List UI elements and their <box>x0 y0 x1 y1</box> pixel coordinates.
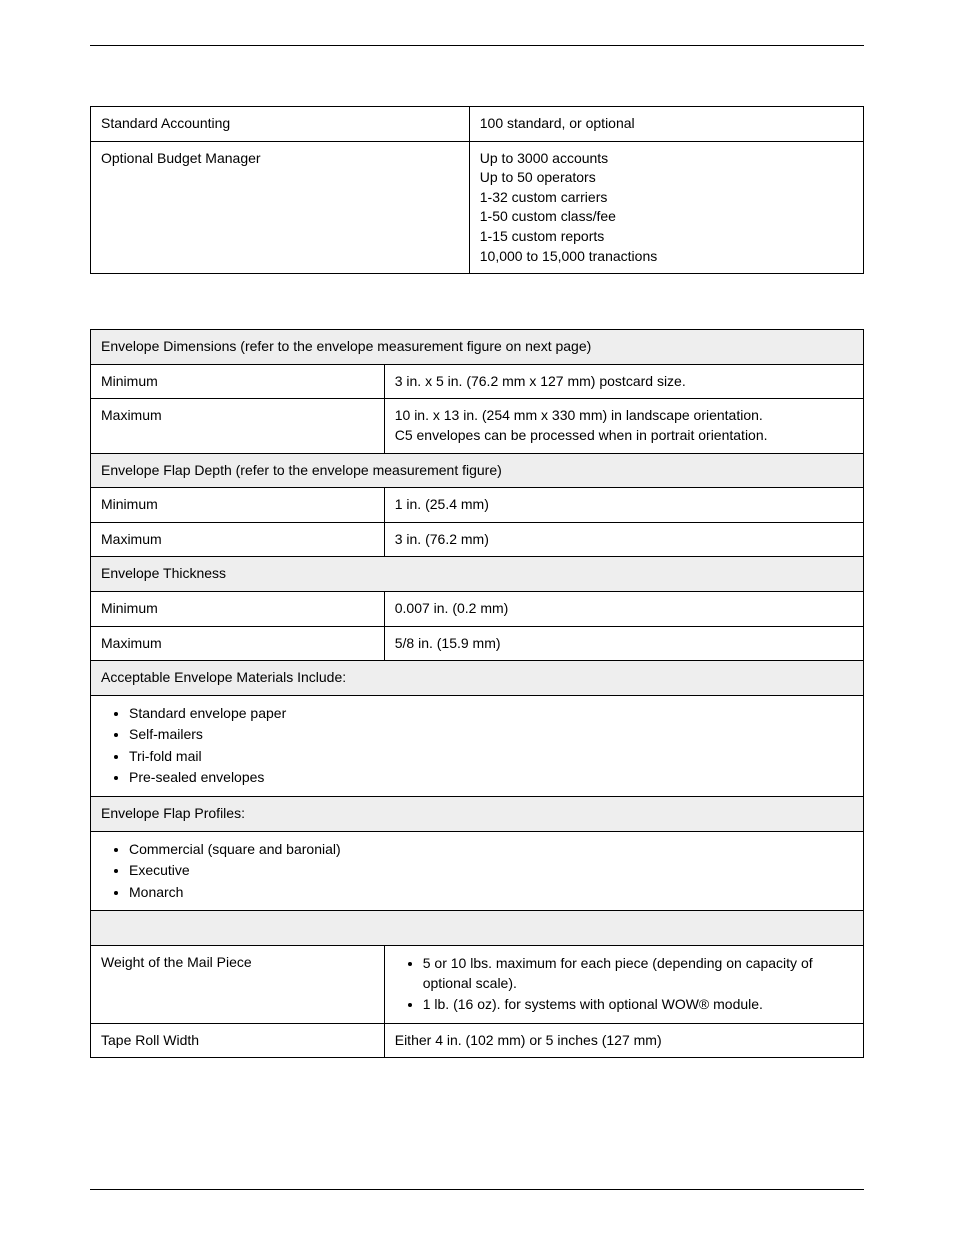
tape-label: Tape Roll Width <box>91 1023 385 1058</box>
budget-line: 1-50 custom class/fee <box>480 207 853 227</box>
empty-header <box>91 911 864 946</box>
bottom-rule <box>90 1189 864 1190</box>
table-row: Standard Accounting 100 standard, or opt… <box>91 107 864 142</box>
materials-item: Standard envelope paper <box>129 703 853 725</box>
profiles-header: Envelope Flap Profiles: <box>91 797 864 832</box>
envelope-dimensions-header: Envelope Dimensions (refer to the envelo… <box>91 330 864 365</box>
thickness-max-value: 5/8 in. (15.9 mm) <box>384 626 863 661</box>
profiles-item: Executive <box>129 860 853 882</box>
thickness-header: Envelope Thickness <box>91 557 864 592</box>
env-dim-max-line2: C5 envelopes can be processed when in po… <box>395 426 853 446</box>
section-header-row <box>91 911 864 946</box>
thickness-max-label: Maximum <box>91 626 385 661</box>
budget-line: 10,000 to 15,000 tranactions <box>480 247 853 267</box>
budget-manager-label: Optional Budget Manager <box>91 141 470 274</box>
top-rule <box>90 45 864 46</box>
budget-line: 1-32 custom carriers <box>480 188 853 208</box>
table-row: Optional Budget Manager Up to 3000 accou… <box>91 141 864 274</box>
table-row: Tape Roll Width Either 4 in. (102 mm) or… <box>91 1023 864 1058</box>
weight-list: 5 or 10 lbs. maximum for each piece (dep… <box>395 953 853 1016</box>
thickness-min-label: Minimum <box>91 591 385 626</box>
accounting-standard-label: Standard Accounting <box>91 107 470 142</box>
materials-list: Standard envelope paper Self-mailers Tri… <box>101 703 853 789</box>
env-dim-max-line1: 10 in. x 13 in. (254 mm x 330 mm) in lan… <box>395 406 853 426</box>
env-dim-min-value: 3 in. x 5 in. (76.2 mm x 127 mm) postcar… <box>384 364 863 399</box>
weight-item: 5 or 10 lbs. maximum for each piece (dep… <box>423 953 853 994</box>
budget-line: 1-15 custom reports <box>480 227 853 247</box>
section-header-row: Acceptable Envelope Materials Include: <box>91 661 864 696</box>
weight-label: Weight of the Mail Piece <box>91 946 385 1024</box>
materials-list-cell: Standard envelope paper Self-mailers Tri… <box>91 695 864 796</box>
flap-depth-min-label: Minimum <box>91 488 385 523</box>
table-row: Minimum 1 in. (25.4 mm) <box>91 488 864 523</box>
thickness-min-value: 0.007 in. (0.2 mm) <box>384 591 863 626</box>
profiles-item: Monarch <box>129 882 853 904</box>
section-header-row: Envelope Dimensions (refer to the envelo… <box>91 330 864 365</box>
budget-line: Up to 3000 accounts <box>480 149 853 169</box>
table-row: Minimum 0.007 in. (0.2 mm) <box>91 591 864 626</box>
weight-item: 1 lb. (16 oz). for systems with optional… <box>423 994 853 1016</box>
profiles-list: Commercial (square and baronial) Executi… <box>101 839 853 904</box>
tape-value: Either 4 in. (102 mm) or 5 inches (127 m… <box>384 1023 863 1058</box>
materials-item: Tri-fold mail <box>129 746 853 768</box>
table-row: Minimum 3 in. x 5 in. (76.2 mm x 127 mm)… <box>91 364 864 399</box>
table-row: Standard envelope paper Self-mailers Tri… <box>91 695 864 796</box>
section-header-row: Envelope Flap Profiles: <box>91 797 864 832</box>
materials-item: Pre-sealed envelopes <box>129 767 853 789</box>
section-header-row: Envelope Flap Depth (refer to the envelo… <box>91 453 864 488</box>
weight-value-cell: 5 or 10 lbs. maximum for each piece (dep… <box>384 946 863 1024</box>
flap-depth-min-value: 1 in. (25.4 mm) <box>384 488 863 523</box>
budget-line: Up to 50 operators <box>480 168 853 188</box>
env-dim-min-label: Minimum <box>91 364 385 399</box>
env-dim-max-label: Maximum <box>91 399 385 453</box>
materials-item: Self-mailers <box>129 724 853 746</box>
flap-depth-header: Envelope Flap Depth (refer to the envelo… <box>91 453 864 488</box>
profiles-list-cell: Commercial (square and baronial) Executi… <box>91 831 864 911</box>
envelope-spec-table: Envelope Dimensions (refer to the envelo… <box>90 329 864 1058</box>
spacer <box>90 274 864 329</box>
flap-depth-max-label: Maximum <box>91 522 385 557</box>
page: Standard Accounting 100 standard, or opt… <box>0 0 954 1235</box>
accounting-table: Standard Accounting 100 standard, or opt… <box>90 106 864 274</box>
budget-manager-value: Up to 3000 accounts Up to 50 operators 1… <box>469 141 863 274</box>
section-header-row: Envelope Thickness <box>91 557 864 592</box>
table-row: Commercial (square and baronial) Executi… <box>91 831 864 911</box>
table-row: Weight of the Mail Piece 5 or 10 lbs. ma… <box>91 946 864 1024</box>
profiles-item: Commercial (square and baronial) <box>129 839 853 861</box>
accounting-standard-value: 100 standard, or optional <box>469 107 863 142</box>
table-row: Maximum 10 in. x 13 in. (254 mm x 330 mm… <box>91 399 864 453</box>
env-dim-max-value: 10 in. x 13 in. (254 mm x 330 mm) in lan… <box>384 399 863 453</box>
table-row: Maximum 3 in. (76.2 mm) <box>91 522 864 557</box>
flap-depth-max-value: 3 in. (76.2 mm) <box>384 522 863 557</box>
table-row: Maximum 5/8 in. (15.9 mm) <box>91 626 864 661</box>
materials-header: Acceptable Envelope Materials Include: <box>91 661 864 696</box>
